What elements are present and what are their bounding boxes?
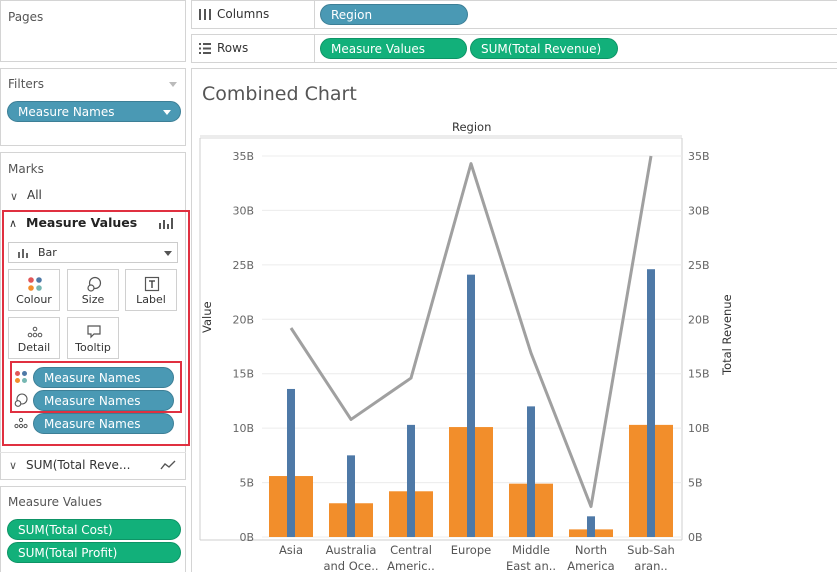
columns-shelf-divider [314,1,315,29]
mark-type-bar-icon [17,247,31,261]
detail-button[interactable]: Detail [8,317,60,359]
label-button-label: Label [136,293,166,306]
mark-type-select[interactable]: Bar [8,242,178,263]
measure-values-card-title: Measure Values [8,495,103,509]
columns-shelf[interactable]: Columns Region [191,0,837,29]
columns-pill-region-label: Region [331,8,373,22]
filter-pill-label: Measure Names [18,105,115,119]
filters-menu-icon[interactable] [169,82,177,87]
rows-shelf[interactable]: Rows Measure Values SUM(Total Revenue) [191,34,837,63]
columns-icon [199,9,211,23]
filter-pill-caret-icon[interactable] [163,110,171,115]
mark-type-label: Bar [38,246,57,259]
label-button[interactable]: Label [125,269,177,311]
chart-title: Combined Chart [202,83,357,105]
all-chevron-icon[interactable]: ∨ [10,190,19,203]
bar-chart-icon [158,217,174,232]
measure-values-card: Measure Values SUM(Total Cost) SUM(Total… [0,486,186,572]
color-pill-measure-names[interactable]: Measure Names [33,367,174,388]
colour-button[interactable]: Colour [8,269,60,311]
detail-icon [27,326,43,338]
rows-shelf-divider [314,35,315,63]
filter-pill-measure-names[interactable]: Measure Names [7,101,181,122]
measure-pill-total-cost[interactable]: SUM(Total Cost) [7,519,181,540]
columns-label: Columns [217,7,270,21]
pages-card[interactable]: Pages [0,0,186,62]
measure-pill-total-profit-label: SUM(Total Profit) [18,546,118,560]
size-button[interactable]: Size [67,269,119,311]
measure-values-chevron-icon[interactable]: ∧ [9,217,18,230]
tooltip-icon [87,325,101,339]
sum-revenue-chevron-icon[interactable]: ∨ [9,459,18,472]
size-icon [87,276,102,292]
tooltip-button-label: Tooltip [75,341,111,354]
columns-pill-region[interactable]: Region [320,4,468,25]
tooltip-button[interactable]: Tooltip [67,317,119,359]
size-pill-measure-names[interactable]: Measure Names [33,390,174,411]
marks-all-label[interactable]: All [27,188,42,202]
rows-label: Rows [217,41,249,55]
marks-title: Marks [8,162,44,176]
detail-pill-label: Measure Names [44,417,141,431]
chart-header-region: Region [452,120,492,134]
measure-pill-total-cost-label: SUM(Total Cost) [18,523,113,537]
sum-revenue-marks-label[interactable]: SUM(Total Reve... [26,458,131,472]
colour-button-label: Colour [16,293,52,306]
detail-pill-measure-names[interactable]: Measure Names [33,413,174,434]
view-area [191,68,837,572]
size-pill-label: Measure Names [44,394,141,408]
size-button-label: Size [81,293,105,306]
pages-title: Pages [8,10,44,24]
filters-title: Filters [8,77,44,91]
line-chart-icon [160,459,176,474]
detail-encoding-icon [14,417,28,432]
y2-axis-label: Total Revenue [720,294,734,375]
y-axis-label: Value [200,301,214,333]
colour-icon [28,277,42,291]
filters-card[interactable]: Filters Measure Names [0,68,186,146]
color-size-pills-highlight-box [10,361,182,413]
mark-type-caret-icon [164,251,172,256]
label-icon [144,276,160,292]
measure-values-marks-label[interactable]: Measure Values [26,215,138,230]
rows-icon [199,43,211,57]
measure-pill-total-profit[interactable]: SUM(Total Profit) [7,542,181,563]
sum-revenue-divider [0,452,186,453]
rows-pill-total-revenue-label: SUM(Total Revenue) [481,42,602,56]
size-encoding-icon [14,393,28,410]
color-pill-label: Measure Names [44,371,141,385]
color-encoding-icon [14,370,28,387]
rows-pill-measure-values[interactable]: Measure Values [320,38,467,59]
measure-values-highlight-box [2,210,190,446]
detail-button-label: Detail [17,341,51,354]
rows-pill-total-revenue[interactable]: SUM(Total Revenue) [470,38,618,59]
rows-pill-measure-values-label: Measure Values [331,42,426,56]
